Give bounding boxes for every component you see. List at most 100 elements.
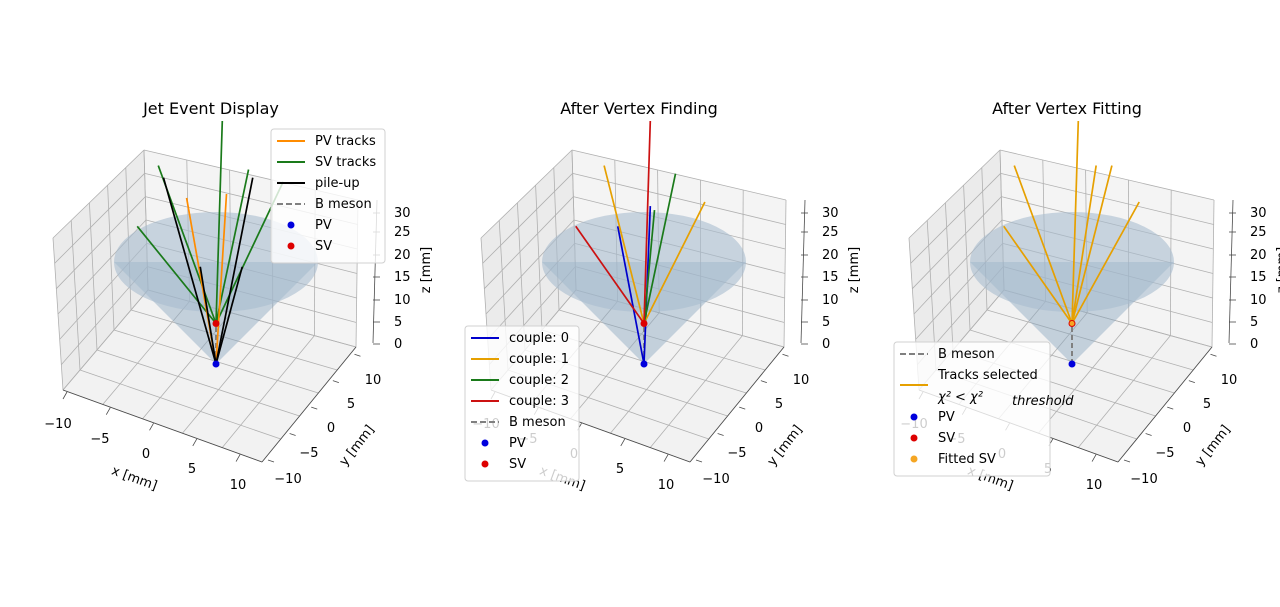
y-tick-label: 0: [327, 421, 335, 436]
y-tick: [1145, 433, 1152, 436]
grid-line: [610, 323, 702, 434]
z-tick-label: 25: [394, 225, 411, 240]
y-tick: [717, 433, 724, 436]
vertex-point: [1068, 360, 1076, 368]
z-tick-label: 5: [1250, 315, 1258, 330]
z-tick-label: 25: [822, 225, 839, 240]
legend: couple: 0 couple: 1 couple: 2 couple: 3 B me…: [464, 325, 580, 482]
legend-dot-swatch: [481, 439, 489, 447]
z-axis-line: [800, 199, 806, 344]
z-axis-line: [1228, 199, 1234, 344]
y-tick: [695, 459, 703, 463]
left-pane: [909, 150, 1004, 390]
legend-dot-swatch: [910, 455, 918, 463]
legend-label: SV: [315, 239, 332, 254]
grid-line: [482, 173, 573, 264]
grid-line: [56, 196, 146, 289]
track-line: [575, 225, 645, 324]
x-tick-label: 10: [230, 478, 247, 493]
legend-label: B meson: [938, 347, 995, 362]
y-tick: [782, 353, 789, 357]
y-tick: [1123, 459, 1131, 463]
legend-dot-swatch: [287, 221, 295, 229]
grid-line: [96, 349, 300, 417]
z-tick-label: 10: [822, 293, 839, 308]
track-line: [643, 201, 706, 324]
track-line: [215, 177, 254, 365]
panel-3: After Vertex Fitting−10−50510−10−5051005…: [893, 99, 1280, 494]
grid-line: [107, 185, 115, 331]
cone-top: [542, 212, 746, 312]
grid-line: [535, 185, 543, 331]
panel-2: After Vertex Finding−10−50510−10−5051005…: [464, 99, 862, 494]
track-line: [643, 210, 656, 324]
z-tick-label: 20: [1250, 248, 1267, 263]
grid-line: [484, 196, 574, 289]
y-tick-label: 0: [1183, 421, 1191, 436]
legend-label: B meson: [509, 415, 566, 430]
z-tick-label: 30: [822, 206, 839, 221]
track-line: [136, 225, 217, 325]
grid-line: [517, 202, 526, 351]
panel-title: Jet Event Display: [142, 99, 279, 118]
x-tick: [192, 438, 198, 447]
cone-top: [114, 212, 318, 312]
grid-line: [70, 220, 81, 371]
x-tick: [149, 423, 154, 431]
grid-line: [52, 237, 64, 391]
grid-line: [908, 149, 1001, 239]
x-tick: [105, 407, 111, 415]
y-tick: [1188, 380, 1195, 384]
legend-dot-swatch: [910, 413, 918, 421]
y-tick: [311, 406, 318, 410]
legend-label: SV: [509, 457, 526, 472]
legend-label: pile-up: [315, 176, 360, 191]
grid-line: [1038, 323, 1130, 434]
track-line: [1003, 225, 1073, 324]
floor-pane: [63, 290, 356, 462]
grid-line: [912, 196, 1002, 289]
legend-label: PV: [509, 436, 526, 451]
grid-line: [102, 301, 190, 405]
legend-label: couple: 0: [509, 331, 569, 346]
z-tick-label: 10: [394, 293, 411, 308]
track-line: [162, 177, 217, 365]
z-tick-label: 5: [822, 315, 830, 330]
track-line: [215, 193, 228, 365]
vertex-point: [212, 360, 220, 368]
x-tick-label: −5: [90, 432, 109, 447]
legend-label: Fitted SV: [938, 452, 996, 467]
grid-line: [79, 369, 281, 440]
track-line: [1071, 201, 1140, 324]
x-tick-label: 10: [1086, 478, 1103, 493]
track-line: [215, 169, 250, 324]
x-tick-label: −10: [44, 417, 71, 432]
legend-dot-swatch: [287, 242, 295, 250]
y-axis-line: [689, 346, 785, 463]
grid-line: [945, 202, 954, 351]
y-tick: [1167, 406, 1174, 410]
legend-label: B meson: [315, 197, 372, 212]
grid-line: [182, 323, 274, 434]
track-line: [643, 120, 652, 324]
z-tick-label: 0: [394, 337, 402, 352]
legend: PV tracks SV tracks pile-up B meson PV SV: [270, 128, 386, 264]
grid-line: [1077, 335, 1171, 448]
grid-line: [649, 335, 743, 448]
z-tick-label: 20: [822, 248, 839, 263]
legend-dot-swatch: [910, 434, 918, 442]
z-axis-label: z [mm]: [847, 247, 862, 293]
y-tick: [289, 433, 296, 436]
x-tick-label: 5: [616, 462, 624, 477]
vertex-point: [1069, 321, 1075, 326]
track-line: [215, 120, 224, 324]
track-line: [1013, 165, 1073, 324]
grid-line: [221, 335, 315, 448]
grid-line: [52, 149, 145, 239]
legend-label: couple: 3: [509, 394, 569, 409]
track-line: [215, 266, 244, 365]
y-tick-label: −5: [727, 446, 746, 461]
x-tick: [235, 454, 241, 462]
